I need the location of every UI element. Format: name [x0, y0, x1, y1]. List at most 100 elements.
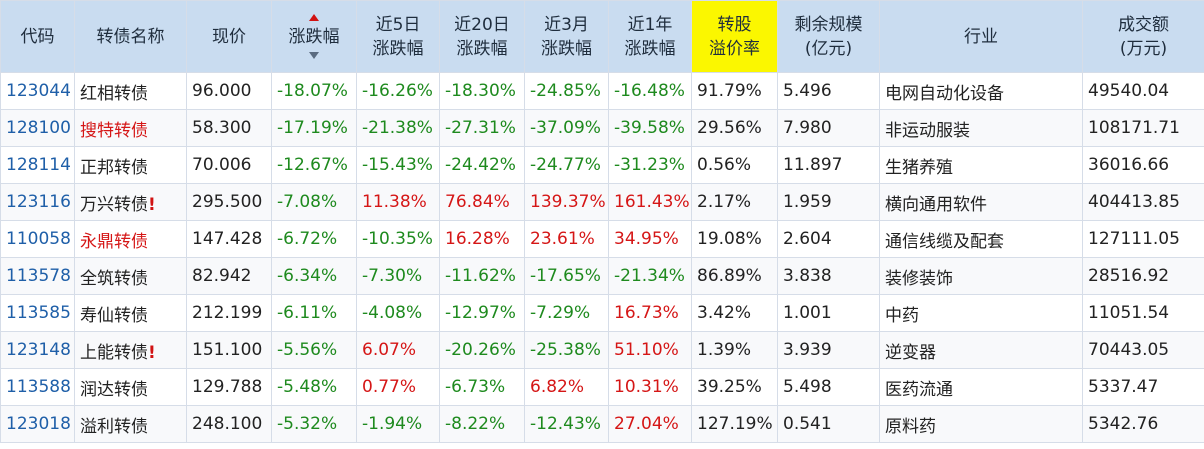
- table-row[interactable]: 123148 上能转债! 151.100 -5.56% 6.07% -20.26% -25.…: [0, 331, 1204, 369]
- chg3m-cell: -37.09%: [524, 109, 609, 147]
- col-header-chg1y[interactable]: 近1年 涨跌幅: [608, 0, 692, 73]
- bond-code-link[interactable]: 113588: [0, 368, 75, 406]
- table-row[interactable]: 123116 万兴转债! 295.500 -7.08% 11.38% 76.84% 139.…: [0, 183, 1204, 221]
- bond-name-cell[interactable]: 上能转债!: [74, 331, 187, 369]
- chg20d-cell: 76.84%: [439, 183, 525, 221]
- col-header-chg3m[interactable]: 近3月 涨跌幅: [524, 0, 609, 73]
- bond-code-link[interactable]: 110058: [0, 220, 75, 258]
- change-cell: -7.08%: [271, 183, 357, 221]
- price-cell: 248.100: [186, 405, 272, 443]
- remaining-cell: 2.604: [777, 220, 880, 258]
- turnover-cell: 36016.66: [1082, 146, 1204, 184]
- col-header-price[interactable]: 现价: [186, 0, 272, 73]
- bond-code-link[interactable]: 123044: [0, 72, 75, 110]
- chg1y-cell: -16.48%: [608, 72, 692, 110]
- price-cell: 70.006: [186, 146, 272, 184]
- industry-cell: 逆变器: [879, 331, 1083, 369]
- turnover-cell: 70443.05: [1082, 331, 1204, 369]
- industry-cell: 横向通用软件: [879, 183, 1083, 221]
- change-cell: -6.34%: [271, 257, 357, 295]
- remaining-cell: 1.001: [777, 294, 880, 332]
- chg20d-cell: -18.30%: [439, 72, 525, 110]
- premium-cell: 86.89%: [691, 257, 778, 295]
- bond-name-cell[interactable]: 搜特转债: [74, 109, 187, 147]
- table-row[interactable]: 128114 正邦转债 70.006 -12.67% -15.43% -24.42% -24…: [0, 146, 1204, 184]
- premium-cell: 127.19%: [691, 405, 778, 443]
- price-cell: 129.788: [186, 368, 272, 406]
- change-cell: -18.07%: [271, 72, 357, 110]
- col-header-code[interactable]: 代码: [0, 0, 75, 73]
- col-header-remaining[interactable]: 剩余规模 (亿元): [777, 0, 880, 73]
- table-row[interactable]: 113585 寿仙转债 212.199 -6.11% -4.08% -12.97% -7.2…: [0, 294, 1204, 332]
- turnover-cell: 49540.04: [1082, 72, 1204, 110]
- turnover-cell: 404413.85: [1082, 183, 1204, 221]
- chg1y-cell: 27.04%: [608, 405, 692, 443]
- col-header-industry[interactable]: 行业: [879, 0, 1083, 73]
- bond-code-link[interactable]: 113578: [0, 257, 75, 295]
- bond-name-cell[interactable]: 溢利转债: [74, 405, 187, 443]
- bond-name-cell[interactable]: 红相转债: [74, 72, 187, 110]
- price-cell: 295.500: [186, 183, 272, 221]
- bond-code-link[interactable]: 128100: [0, 109, 75, 147]
- bond-name-cell[interactable]: 万兴转债!: [74, 183, 187, 221]
- change-cell: -17.19%: [271, 109, 357, 147]
- bond-code-link[interactable]: 123116: [0, 183, 75, 221]
- remaining-cell: 7.980: [777, 109, 880, 147]
- col-header-turnover[interactable]: 成交额 (万元): [1082, 0, 1204, 73]
- bond-code-link[interactable]: 113585: [0, 294, 75, 332]
- sort-asc-icon[interactable]: [309, 13, 319, 21]
- price-cell: 147.428: [186, 220, 272, 258]
- sort-desc-icon[interactable]: [309, 51, 319, 59]
- bond-name-cell[interactable]: 润达转债: [74, 368, 187, 406]
- table-row[interactable]: 110058 永鼎转债 147.428 -6.72% -10.35% 16.28% 23.6…: [0, 220, 1204, 258]
- premium-cell: 1.39%: [691, 331, 778, 369]
- table-row[interactable]: 123044 红相转债 96.000 -18.07% -16.26% -18.30% -24…: [0, 72, 1204, 110]
- bond-code-link[interactable]: 128114: [0, 146, 75, 184]
- col-header-change[interactable]: 涨跌幅: [271, 0, 357, 73]
- chg3m-cell: -12.43%: [524, 405, 609, 443]
- chg1y-cell: -21.34%: [608, 257, 692, 295]
- chg5d-cell: -4.08%: [356, 294, 440, 332]
- chg3m-cell: -24.85%: [524, 72, 609, 110]
- table-row[interactable]: 113588 润达转债 129.788 -5.48% 0.77% -6.73% 6.82% 1…: [0, 368, 1204, 406]
- bond-name-cell[interactable]: 正邦转债: [74, 146, 187, 184]
- chg5d-cell: -1.94%: [356, 405, 440, 443]
- premium-cell: 39.25%: [691, 368, 778, 406]
- table-row[interactable]: 128100 搜特转债 58.300 -17.19% -21.38% -27.31% -37…: [0, 109, 1204, 147]
- col-header-chg5d[interactable]: 近5日 涨跌幅: [356, 0, 440, 73]
- bond-code-link[interactable]: 123018: [0, 405, 75, 443]
- col-header-chg20d[interactable]: 近20日 涨跌幅: [439, 0, 525, 73]
- industry-cell: 通信线缆及配套: [879, 220, 1083, 258]
- premium-cell: 0.56%: [691, 146, 778, 184]
- chg1y-cell: -31.23%: [608, 146, 692, 184]
- price-cell: 82.942: [186, 257, 272, 295]
- chg20d-cell: -11.62%: [439, 257, 525, 295]
- chg20d-cell: -24.42%: [439, 146, 525, 184]
- chg5d-cell: 6.07%: [356, 331, 440, 369]
- bond-code-link[interactable]: 123148: [0, 331, 75, 369]
- chg3m-cell: 23.61%: [524, 220, 609, 258]
- turnover-cell: 5337.47: [1082, 368, 1204, 406]
- col-header-name[interactable]: 转债名称: [74, 0, 187, 73]
- col-header-premium[interactable]: 转股 溢价率: [691, 0, 778, 73]
- industry-cell: 电网自动化设备: [879, 72, 1083, 110]
- industry-cell: 中药: [879, 294, 1083, 332]
- bond-name-cell[interactable]: 寿仙转债: [74, 294, 187, 332]
- price-cell: 212.199: [186, 294, 272, 332]
- bond-name-cell[interactable]: 永鼎转债: [74, 220, 187, 258]
- chg1y-cell: 34.95%: [608, 220, 692, 258]
- sort-control[interactable]: 涨跌幅: [289, 13, 340, 59]
- chg20d-cell: -27.31%: [439, 109, 525, 147]
- table-row[interactable]: 123018 溢利转债 248.100 -5.32% -1.94% -8.22% -12.4…: [0, 405, 1204, 443]
- chg5d-cell: -7.30%: [356, 257, 440, 295]
- chg5d-cell: -10.35%: [356, 220, 440, 258]
- chg3m-cell: -25.38%: [524, 331, 609, 369]
- remaining-cell: 3.838: [777, 257, 880, 295]
- price-cell: 96.000: [186, 72, 272, 110]
- table-row[interactable]: 113578 全筑转债 82.942 -6.34% -7.30% -11.62% -17.6…: [0, 257, 1204, 295]
- turnover-cell: 127111.05: [1082, 220, 1204, 258]
- chg1y-cell: 10.31%: [608, 368, 692, 406]
- bond-name-cell[interactable]: 全筑转债: [74, 257, 187, 295]
- remaining-cell: 0.541: [777, 405, 880, 443]
- turnover-cell: 108171.71: [1082, 109, 1204, 147]
